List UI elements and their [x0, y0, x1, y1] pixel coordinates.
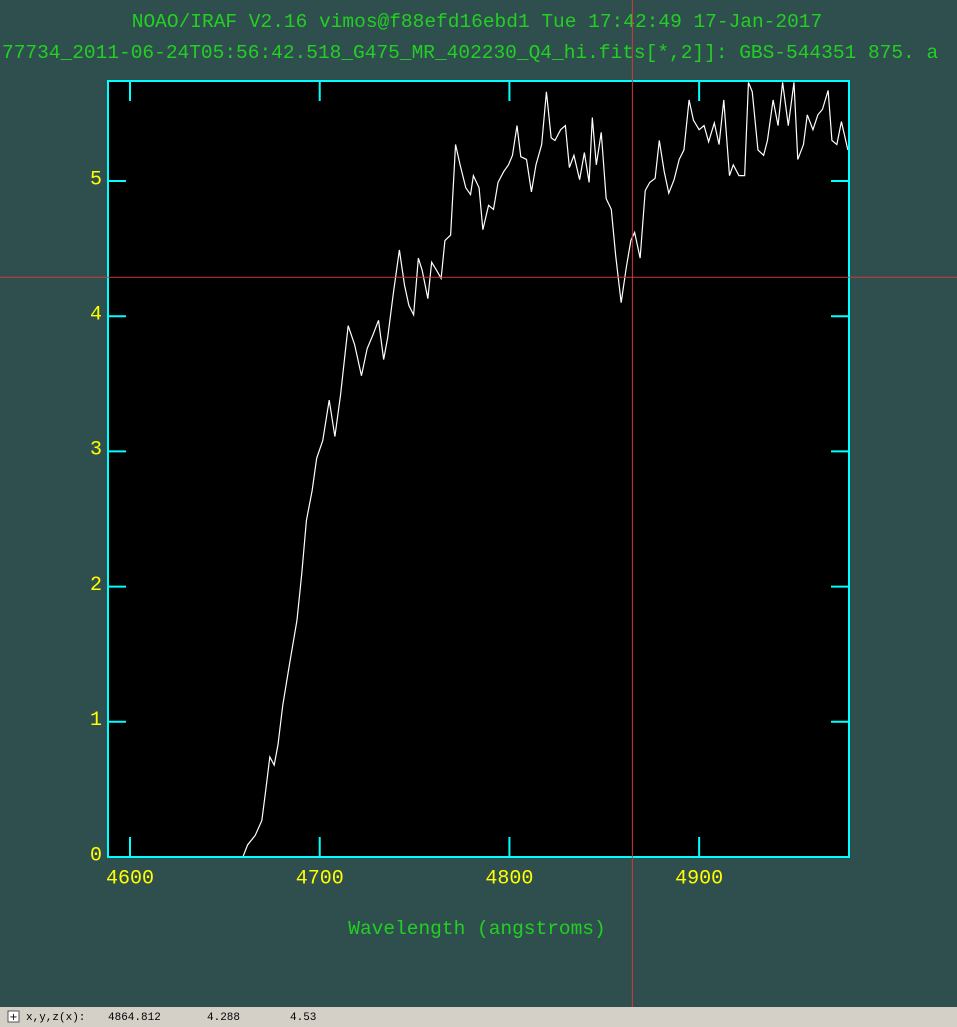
y-tick-label: 4	[90, 304, 102, 327]
chart-title: NOAO/IRAF V2.16 vimos@f88efd16ebd1 Tue 1…	[132, 11, 822, 33]
plot-background	[108, 81, 849, 857]
spectrum-line	[108, 82, 849, 858]
status-x: 4864.812	[108, 1012, 161, 1024]
status-icon[interactable]	[7, 1010, 20, 1023]
y-tick-label: 1	[90, 709, 102, 732]
x-tick-label: 4900	[675, 867, 723, 890]
x-tick-label: 4600	[106, 867, 154, 890]
status-bar	[0, 1007, 957, 1027]
y-tick-label: 3	[90, 439, 102, 462]
plot-frame	[107, 80, 850, 858]
status-icon-plus: +	[9, 1012, 17, 1023]
y-tick-label: 0	[90, 844, 102, 867]
x-tick-label: 4700	[296, 867, 344, 890]
x-tick-label: 4800	[485, 867, 533, 890]
status-label: x,y,z(x):	[26, 1012, 85, 1024]
y-tick-label: 2	[90, 574, 102, 597]
status-y: 4.288	[207, 1012, 240, 1024]
status-z: 4.53	[290, 1012, 316, 1024]
chart-subtitle: 77734_2011-06-24T05:56:42.518_G475_MR_40…	[2, 42, 938, 64]
x-axis-label: Wavelength (angstroms)	[348, 918, 605, 940]
y-tick-label: 5	[90, 168, 102, 191]
